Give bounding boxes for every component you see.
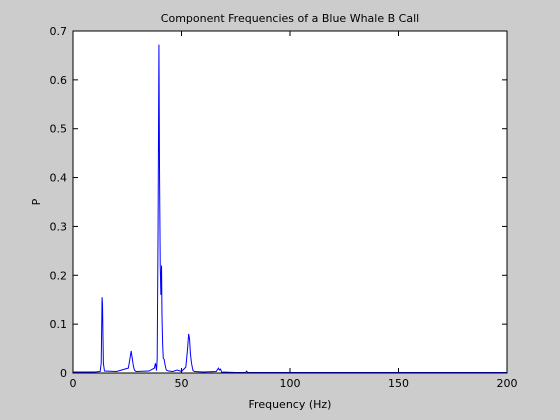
plot-area [73,44,507,374]
x-tick-label: 100 [280,377,301,390]
axis-ticks: 0 50 100 150 200 0 0.1 0.2 0.3 0.4 0.5 0.6 0.7 [50,25,518,390]
y-tick-label: 0.4 [50,172,68,185]
axes-box [72,30,508,374]
y-tick-label: 0 [60,367,67,380]
chart-title: Component Frequencies of a Blue Whale B … [161,12,419,25]
y-tick-label: 0.1 [50,318,68,331]
y-tick-label: 0.7 [50,25,68,38]
x-tick-label: 0 [70,377,77,390]
y-tick-label: 0.3 [50,220,68,233]
y-tick-label: 0.2 [50,269,68,282]
x-axis-label: Frequency (Hz) [249,398,332,411]
y-tick-label: 0.6 [50,74,68,87]
y-tick-label: 0.5 [50,123,68,136]
spectrum-line [73,44,507,374]
x-tick-label: 150 [388,377,409,390]
x-tick-label: 200 [497,377,518,390]
axes-background [73,31,507,373]
y-axis-label: P [30,198,43,205]
x-tick-label: 50 [175,377,189,390]
